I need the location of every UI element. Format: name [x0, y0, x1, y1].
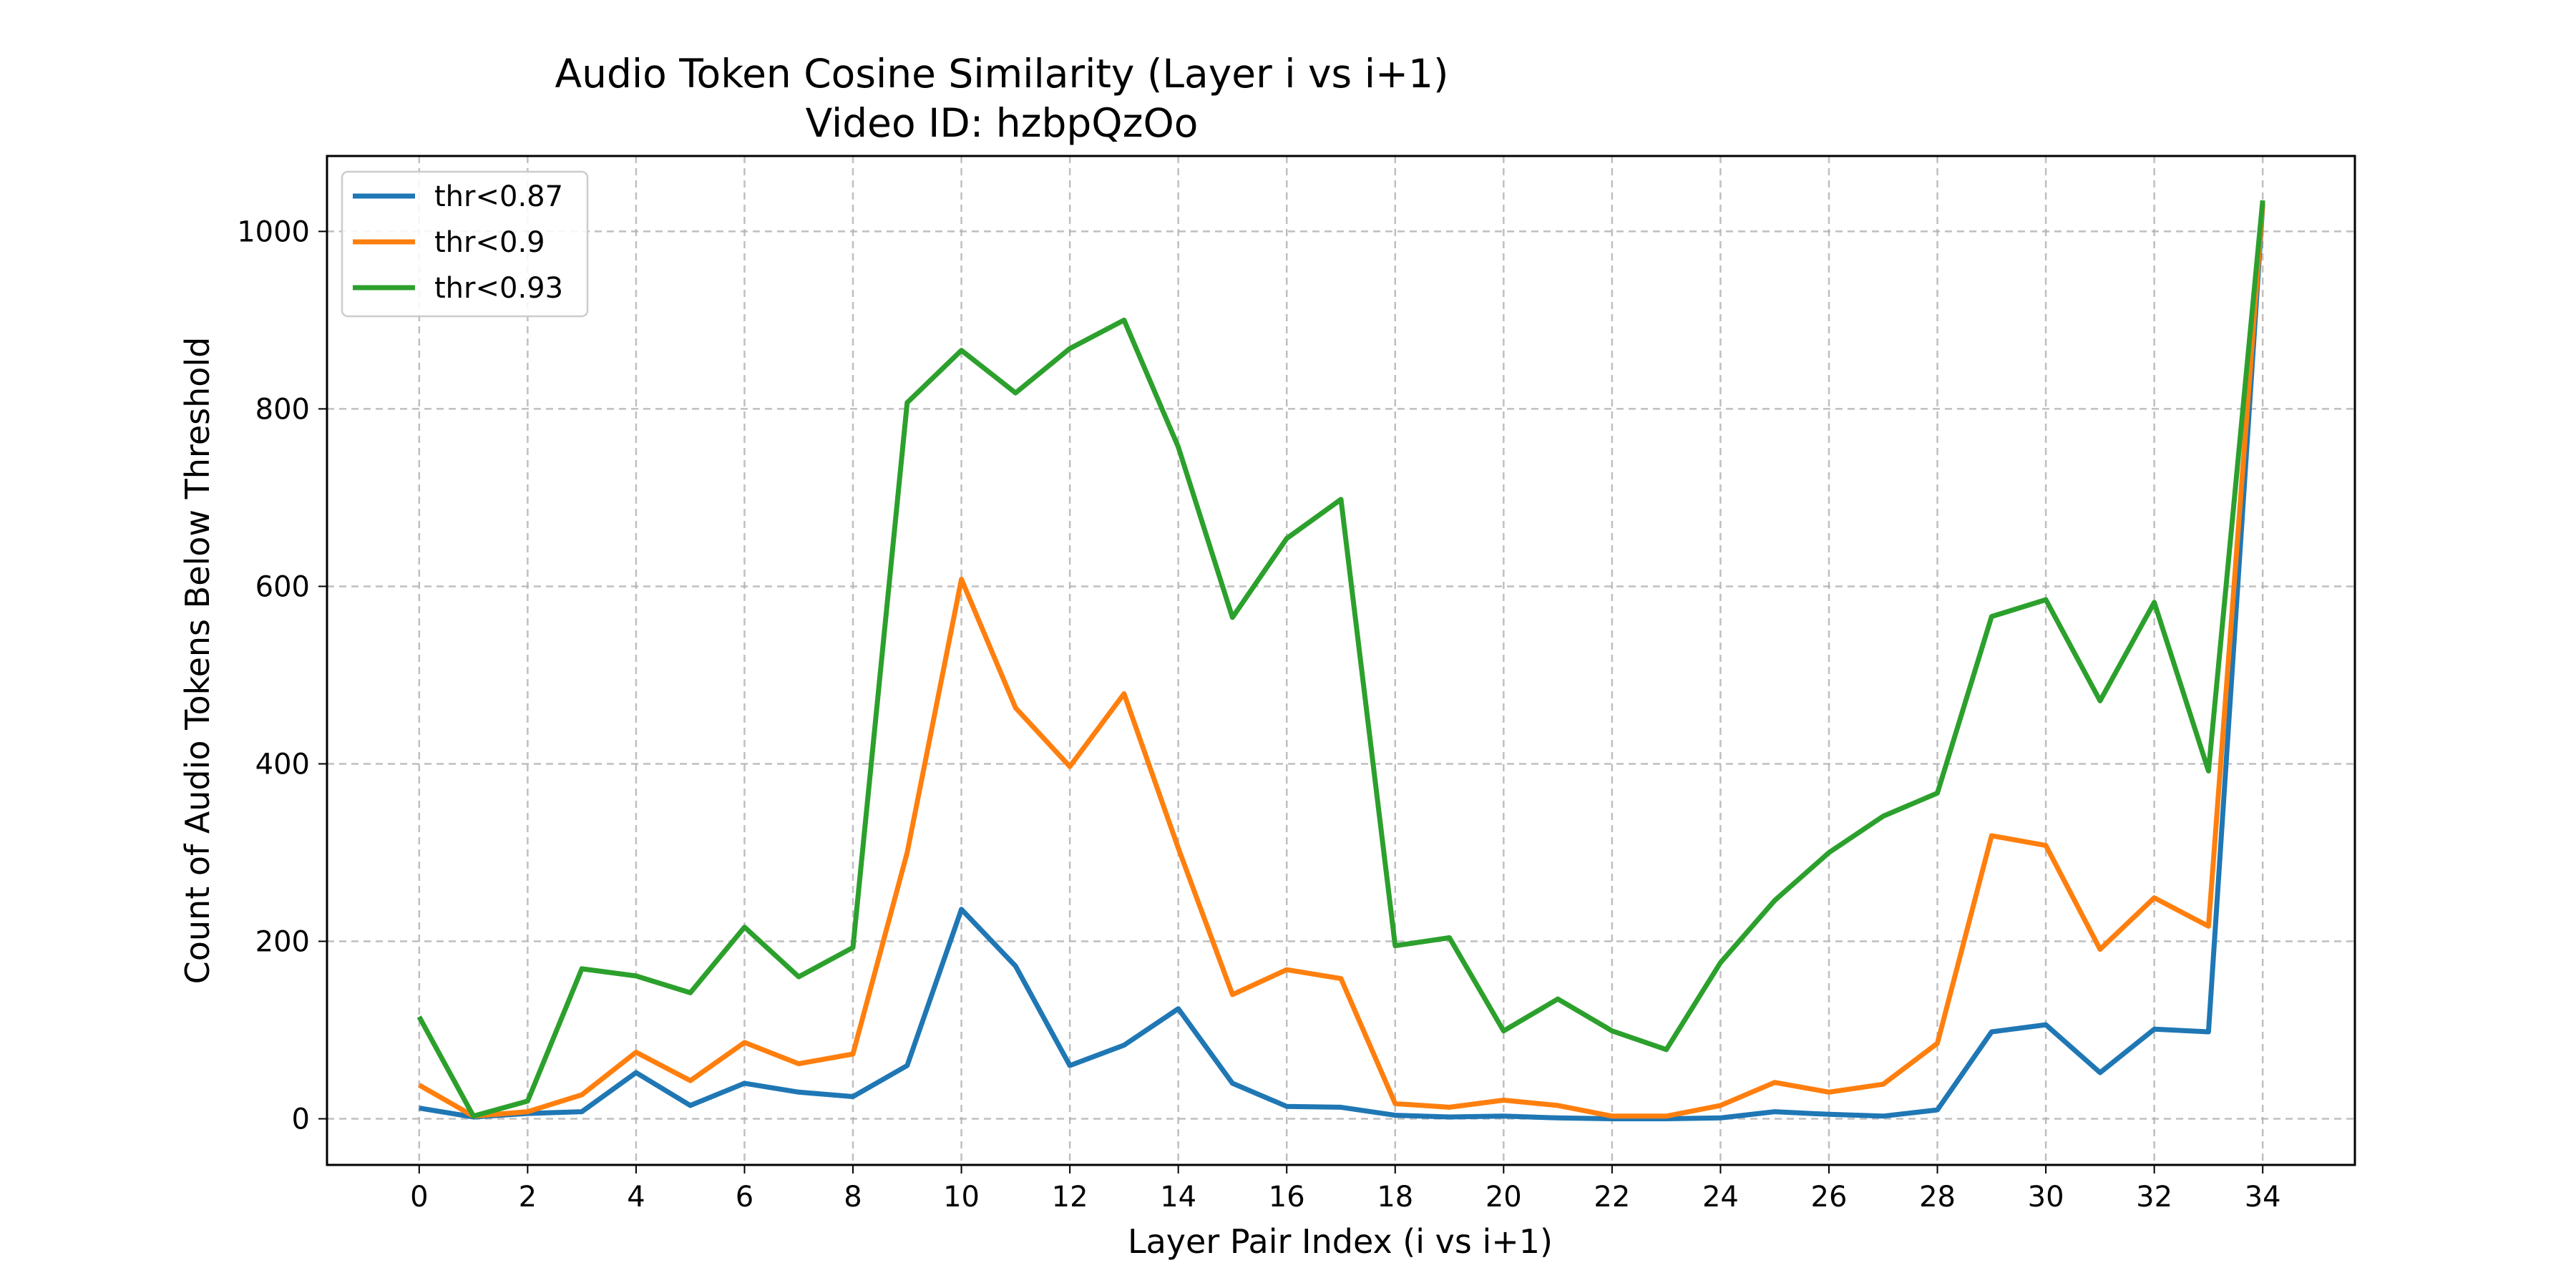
y-axis-ticks: 0 200 400 600 800 1000 [237, 215, 327, 1136]
y-tick-label: 400 [255, 748, 310, 781]
legend-frame [341, 170, 589, 318]
chart-subtitle: Video ID: hzbpQzOo [806, 100, 1199, 146]
x-tick-label: 14 [1160, 1181, 1196, 1214]
grid [327, 156, 2355, 1165]
y-tick-label: 1000 [237, 215, 310, 248]
y-tick-label: 800 [255, 393, 310, 426]
x-tick-label: 32 [2136, 1181, 2172, 1214]
x-tick-label: 0 [410, 1181, 428, 1214]
series-line-thr-0-93 [416, 200, 2265, 1119]
x-tick-label: 2 [519, 1181, 537, 1214]
y-axis-label: Count of Audio Tokens Below Threshold [178, 337, 217, 985]
x-tick-label: 30 [2028, 1181, 2064, 1214]
x-tick-label: 18 [1377, 1181, 1413, 1214]
x-tick-label: 12 [1052, 1181, 1088, 1214]
x-tick-label: 20 [1485, 1181, 1522, 1214]
series-line-thr-0-87 [419, 204, 2265, 1121]
x-tick-label: 6 [736, 1181, 753, 1214]
x-tick-label: 26 [1811, 1181, 1848, 1214]
x-tick-label: 10 [943, 1181, 980, 1214]
x-tick-label: 24 [1702, 1181, 1739, 1214]
x-tick-label: 8 [844, 1181, 862, 1214]
series-line-thr-0-9 [418, 203, 2265, 1119]
series-lines [416, 200, 2265, 1121]
x-tick-label: 28 [1919, 1181, 1956, 1214]
x-tick-label: 34 [2245, 1181, 2281, 1214]
x-tick-label: 16 [1269, 1181, 1305, 1214]
y-tick-label: 0 [292, 1103, 310, 1136]
x-tick-label: 4 [627, 1181, 645, 1214]
legend-label: thr<0.9 [434, 226, 545, 259]
x-axis-label: Layer Pair Index (i vs i+1) [1128, 1222, 1553, 1261]
legend: thr<0.87 thr<0.9 thr<0.93 [341, 170, 589, 318]
legend-label: thr<0.87 [434, 180, 563, 213]
legend-label: thr<0.93 [434, 272, 563, 305]
chart-title: Audio Token Cosine Similarity (Layer i v… [555, 51, 1448, 97]
x-tick-label: 22 [1594, 1181, 1630, 1214]
y-tick-label: 600 [255, 570, 310, 603]
y-tick-label: 200 [255, 925, 310, 958]
x-axis-ticks: 0 2 4 6 8 10 12 14 16 18 20 22 24 26 28 30 32 34 [410, 1165, 2281, 1214]
plot-frame [326, 155, 2356, 1166]
